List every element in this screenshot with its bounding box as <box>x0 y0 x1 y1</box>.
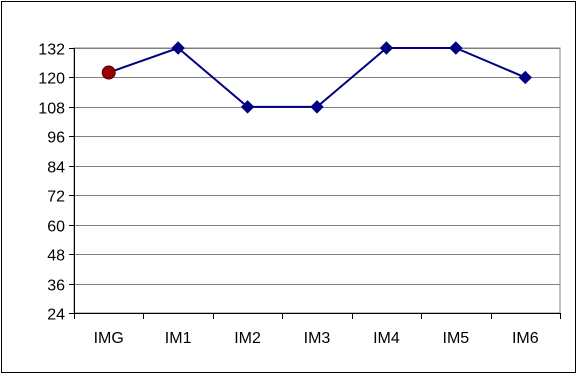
y-tick-label: 120 <box>38 71 65 88</box>
y-tick-label: 72 <box>47 189 65 206</box>
y-tick-label: 84 <box>47 160 65 177</box>
x-tick-label: IM5 <box>443 330 470 347</box>
x-tick-label: IMG <box>94 330 124 347</box>
plot-area <box>73 47 561 314</box>
x-tick-label: IM2 <box>234 330 261 347</box>
y-tick-label: 96 <box>47 130 65 147</box>
y-tick-label: 108 <box>38 101 65 118</box>
axes <box>74 48 560 314</box>
gridlines <box>73 47 561 314</box>
data-point <box>379 41 394 55</box>
series-layer <box>101 41 532 114</box>
y-tick-label: 60 <box>47 219 65 236</box>
x-tick-label: IM3 <box>304 330 331 347</box>
x-tick-label: IM6 <box>512 330 539 347</box>
data-point <box>449 41 463 55</box>
y-tick-label: 132 <box>38 42 65 59</box>
x-axis-ticks: IMG IM1 IM2 IM3 IM4 IM5 IM6 <box>74 313 561 347</box>
x-tick-label: IM4 <box>373 330 400 347</box>
data-point <box>171 41 185 55</box>
y-tick-label: 36 <box>47 278 65 295</box>
x-tick-label: IM1 <box>165 330 192 347</box>
data-point <box>240 100 255 114</box>
y-tick-label: 48 <box>47 248 65 265</box>
y-tick-label: 24 <box>47 307 65 324</box>
data-point <box>518 70 532 85</box>
data-point <box>101 65 116 80</box>
data-point <box>310 100 324 114</box>
y-axis-ticks: 24 36 48 60 72 84 96 108 120 132 <box>38 42 74 324</box>
